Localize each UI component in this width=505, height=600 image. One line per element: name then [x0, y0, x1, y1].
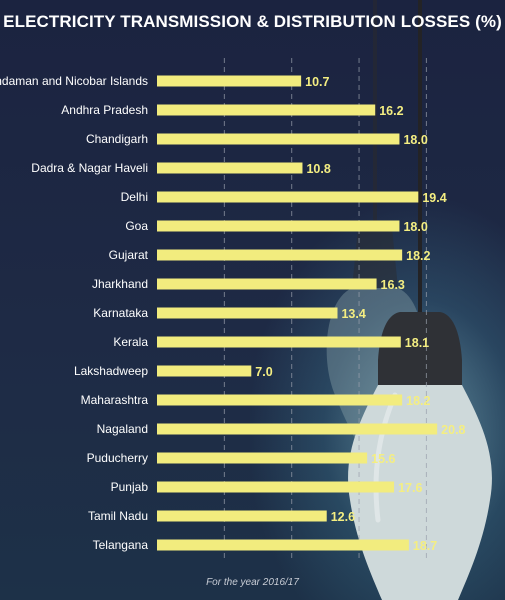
bar — [157, 423, 438, 435]
category-label: Gujarat — [109, 248, 149, 262]
category-label: Kerala — [113, 335, 148, 349]
bar — [157, 220, 400, 232]
value-label: 13.4 — [341, 307, 365, 321]
category-label: Tamil Nadu — [88, 509, 148, 523]
category-label: Nagaland — [97, 422, 148, 436]
category-label: Punjab — [111, 480, 149, 494]
category-label: Jharkhand — [92, 277, 148, 291]
bar — [157, 278, 377, 290]
bar — [157, 365, 252, 377]
bar — [157, 162, 303, 174]
bar — [157, 191, 419, 203]
bar — [157, 249, 403, 261]
value-label: 17.6 — [398, 481, 422, 495]
bar — [157, 133, 400, 145]
value-label: 18.2 — [406, 249, 430, 263]
value-label: 19.4 — [422, 191, 446, 205]
bar — [157, 307, 338, 319]
value-label: 16.3 — [381, 278, 405, 292]
bar — [157, 104, 376, 116]
bar — [157, 510, 327, 522]
value-label: 18.7 — [413, 539, 437, 553]
bar — [157, 75, 302, 87]
category-label: Andaman and Nicobar Islands — [0, 74, 148, 88]
value-label: 15.6 — [371, 452, 395, 466]
bar — [157, 452, 368, 464]
category-label: Karnataka — [93, 306, 148, 320]
category-label: Goa — [125, 219, 148, 233]
category-label: Maharashtra — [81, 393, 149, 407]
category-label: Andhra Pradesh — [61, 103, 148, 117]
footnote: For the year 2016/17 — [206, 577, 299, 588]
value-label: 20.8 — [441, 423, 465, 437]
value-label: 12.6 — [331, 510, 355, 524]
category-label: Telangana — [93, 538, 149, 552]
bar — [157, 539, 409, 551]
value-label: 18.0 — [403, 133, 427, 147]
value-label: 18.2 — [406, 394, 430, 408]
bar — [157, 394, 403, 406]
category-label: Chandigarh — [86, 132, 148, 146]
bar — [157, 481, 395, 493]
value-label: 18.0 — [403, 220, 427, 234]
value-label: 18.1 — [405, 336, 429, 350]
category-label: Delhi — [121, 190, 148, 204]
value-label: 7.0 — [255, 365, 272, 379]
category-label: Dadra & Nagar Haveli — [31, 161, 148, 175]
category-label: Lakshadweep — [74, 364, 148, 378]
bar — [157, 336, 401, 348]
value-label: 10.7 — [305, 75, 329, 89]
value-label: 16.2 — [379, 104, 403, 118]
category-label: Puducherry — [87, 451, 148, 465]
value-label: 10.8 — [306, 162, 330, 176]
chart-title: ELECTRICITY TRANSMISSION & DISTRIBUTION … — [3, 12, 502, 31]
